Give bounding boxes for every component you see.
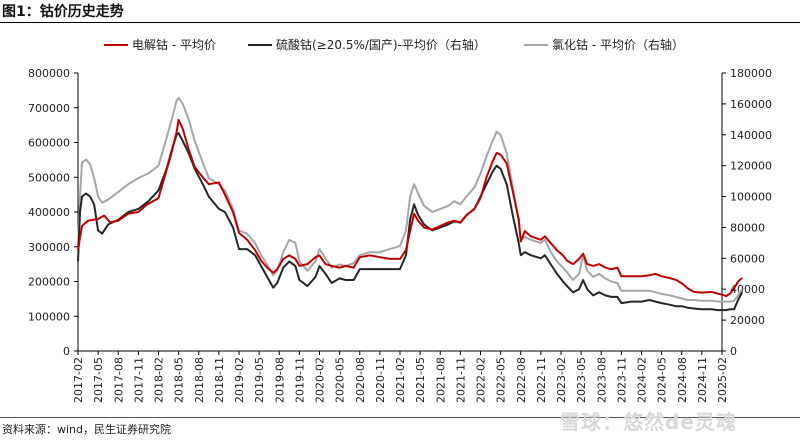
x-tick-label: 2020-08 (354, 357, 367, 403)
y-right-tick-label: 80000 (730, 221, 765, 234)
x-tick-label: 2021-11 (454, 357, 467, 403)
y-right-tick-label: 120000 (730, 160, 772, 173)
y-left-tick-label: 700000 (28, 102, 70, 115)
legend-item-electrolytic-cobalt: 电解钴 - 平均价 (104, 36, 216, 53)
legend-item-cobalt-sulfate: 硫酸钴(≥20.5%/国产)-平均价（右轴） (248, 36, 486, 53)
x-tick-label: 2024-02 (636, 357, 649, 403)
y-left-tick-label: 200000 (28, 276, 70, 289)
x-tick-label: 2022-02 (475, 357, 488, 403)
legend-item-cobalt-chloride: 氯化钴 - 平均价（右轴） (524, 36, 684, 53)
x-tick-label: 2024-05 (656, 357, 669, 403)
y-left-tick-label: 800000 (28, 67, 70, 80)
x-tick-label: 2024-08 (676, 357, 689, 403)
y-right-tick-label: 140000 (730, 129, 772, 142)
x-tick-label: 2019-05 (253, 357, 266, 403)
x-tick-label: 2022-05 (495, 357, 508, 403)
x-tick-label: 2018-05 (173, 357, 186, 403)
x-tick-label: 2017-11 (132, 357, 145, 403)
series-line-cobalt-sulfate (77, 132, 743, 312)
legend-label: 氯化钴 - 平均价（右轴） (552, 38, 684, 52)
x-tick-label: 2019-08 (273, 357, 286, 403)
y-right-tick-label: 20000 (730, 314, 765, 327)
x-tick-label: 2024-11 (696, 357, 709, 403)
y-right-tick-label: 100000 (730, 191, 772, 204)
source-rule (0, 417, 800, 418)
x-tick-label: 2023-02 (555, 357, 568, 403)
x-tick-label: 2025-02 (716, 357, 729, 403)
x-tick-label: 2017-08 (112, 357, 125, 403)
x-tick-label: 2017-05 (92, 357, 105, 403)
legend-label: 电解钴 - 平均价 (132, 38, 216, 52)
series-line-electrolytic-cobalt (77, 118, 743, 298)
legend-swatch-red (104, 43, 128, 46)
y-right-tick-label: 60000 (730, 252, 765, 265)
figure-title: 图1：钴价历史走势 (2, 4, 124, 20)
y-left-tick-label: 400000 (28, 206, 70, 219)
x-tick-label: 2018-11 (213, 357, 226, 403)
y-right-tick-label: 0 (730, 345, 737, 358)
x-tick-label: 2018-08 (193, 357, 206, 403)
x-tick-label: 2019-11 (293, 357, 306, 403)
x-tick-label: 2022-11 (535, 357, 548, 403)
legend-swatch-gray (524, 43, 548, 46)
x-tick-label: 2020-05 (334, 357, 347, 403)
y-left-tick-label: 300000 (28, 241, 70, 254)
x-tick-label: 2021-02 (394, 357, 407, 403)
y-left-tick-label: 100000 (28, 310, 70, 323)
y-left-tick-label: 0 (63, 345, 70, 358)
x-tick-label: 2023-08 (595, 357, 608, 403)
y-left-tick-label: 500000 (28, 171, 70, 184)
legend-swatch-black (248, 43, 272, 46)
x-tick-label: 2018-02 (153, 357, 166, 403)
title-rule (0, 22, 800, 23)
x-tick-label: 2020-02 (314, 357, 327, 403)
x-tick-label: 2017-02 (72, 357, 85, 403)
x-tick-label: 2021-05 (414, 357, 427, 403)
series-line-cobalt-chloride (77, 96, 743, 303)
watermark: 雪球：悠然de灵魂 (560, 410, 737, 434)
legend-label: 硫酸钴(≥20.5%/国产)-平均价（右轴） (276, 38, 486, 52)
y-right-tick-label: 160000 (730, 98, 772, 111)
x-tick-label: 2021-08 (434, 357, 447, 403)
x-tick-label: 2022-08 (515, 357, 528, 403)
y-right-tick-label: 180000 (730, 67, 772, 80)
y-left-tick-label: 600000 (28, 137, 70, 150)
x-tick-label: 2023-05 (575, 357, 588, 403)
x-tick-label: 2023-11 (615, 357, 628, 403)
x-tick-label: 2020-11 (374, 357, 387, 403)
chart-legend: 电解钴 - 平均价 硫酸钴(≥20.5%/国产)-平均价（右轴） 氯化钴 - 平… (0, 36, 800, 52)
source-note: 资料来源：wind，民生证券研究院 (2, 423, 172, 436)
x-tick-label: 2019-02 (233, 357, 246, 403)
